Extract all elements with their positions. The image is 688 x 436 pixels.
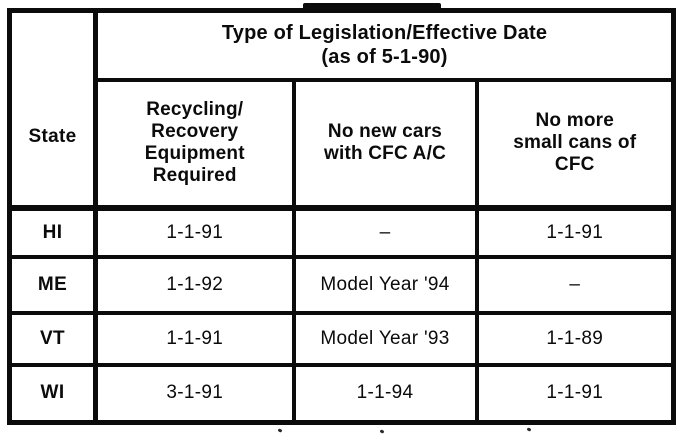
table-row-hi: HI 1-1-91 – 1-1-91 bbox=[7, 205, 676, 259]
cell-value: 3-1-91 bbox=[93, 362, 296, 425]
cell-value: 1-1-91 bbox=[474, 362, 676, 425]
cell-value: 1-1-92 bbox=[93, 254, 296, 315]
state-label: ME bbox=[7, 254, 98, 315]
column-header-no-small-cans: No more small cans of CFC bbox=[474, 77, 676, 211]
scan-artifact-speck bbox=[526, 427, 532, 432]
table-row-vt: VT 1-1-91 Model Year '93 1-1-89 bbox=[7, 310, 676, 367]
legislation-effective-date-table: State Type of Legislation/Effective Date… bbox=[7, 8, 677, 425]
cell-value: Model Year '93 bbox=[291, 310, 479, 367]
column-header-line: Equipment bbox=[144, 143, 245, 164]
column-header-line: small cans of bbox=[513, 132, 637, 153]
group-header-cell: Type of Legislation/Effective Date (as o… bbox=[93, 8, 676, 82]
table-row-wi: WI 3-1-91 1-1-94 1-1-91 bbox=[7, 362, 676, 425]
column-header-line: No new cars bbox=[327, 121, 443, 142]
state-column-header: State bbox=[7, 8, 98, 211]
column-header-no-new-cars: No new cars with CFC A/C bbox=[291, 77, 479, 211]
cell-value: 1-1-91 bbox=[93, 205, 296, 259]
cell-value: 1-1-94 bbox=[291, 362, 479, 425]
cell-value: 1-1-89 bbox=[474, 310, 676, 367]
table-row-me: ME 1-1-92 Model Year '94 – bbox=[7, 254, 676, 315]
state-label: VT bbox=[7, 310, 98, 367]
scan-artifact-top-border-blob bbox=[303, 3, 441, 11]
column-header-line: with CFC A/C bbox=[323, 143, 446, 164]
column-header-line: Recovery bbox=[151, 121, 239, 142]
column-header-line: Required bbox=[152, 165, 237, 186]
group-header-line-1: Type of Legislation/Effective Date bbox=[221, 22, 548, 45]
state-label: WI bbox=[7, 362, 98, 425]
column-header-recycling: Recycling/ Recovery Equipment Required bbox=[93, 77, 296, 211]
column-header-line: Recycling/ bbox=[146, 99, 244, 120]
state-label: HI bbox=[7, 205, 98, 259]
cell-value: Model Year '94 bbox=[291, 254, 479, 315]
group-header-line-2: (as of 5-1-90) bbox=[321, 46, 448, 69]
column-header-line: No more bbox=[535, 110, 614, 131]
column-header-row: Recycling/ Recovery Equipment Required N… bbox=[10, 77, 676, 211]
cell-value: 1-1-91 bbox=[93, 310, 296, 367]
cell-value: – bbox=[474, 254, 676, 315]
cell-value: – bbox=[291, 205, 479, 259]
group-header-row: State Type of Legislation/Effective Date… bbox=[7, 8, 676, 211]
column-header-line: CFC bbox=[554, 154, 595, 175]
cell-value: 1-1-91 bbox=[474, 205, 676, 259]
scan-artifact-speck bbox=[277, 428, 283, 433]
scan-artifact-speck bbox=[379, 429, 385, 434]
